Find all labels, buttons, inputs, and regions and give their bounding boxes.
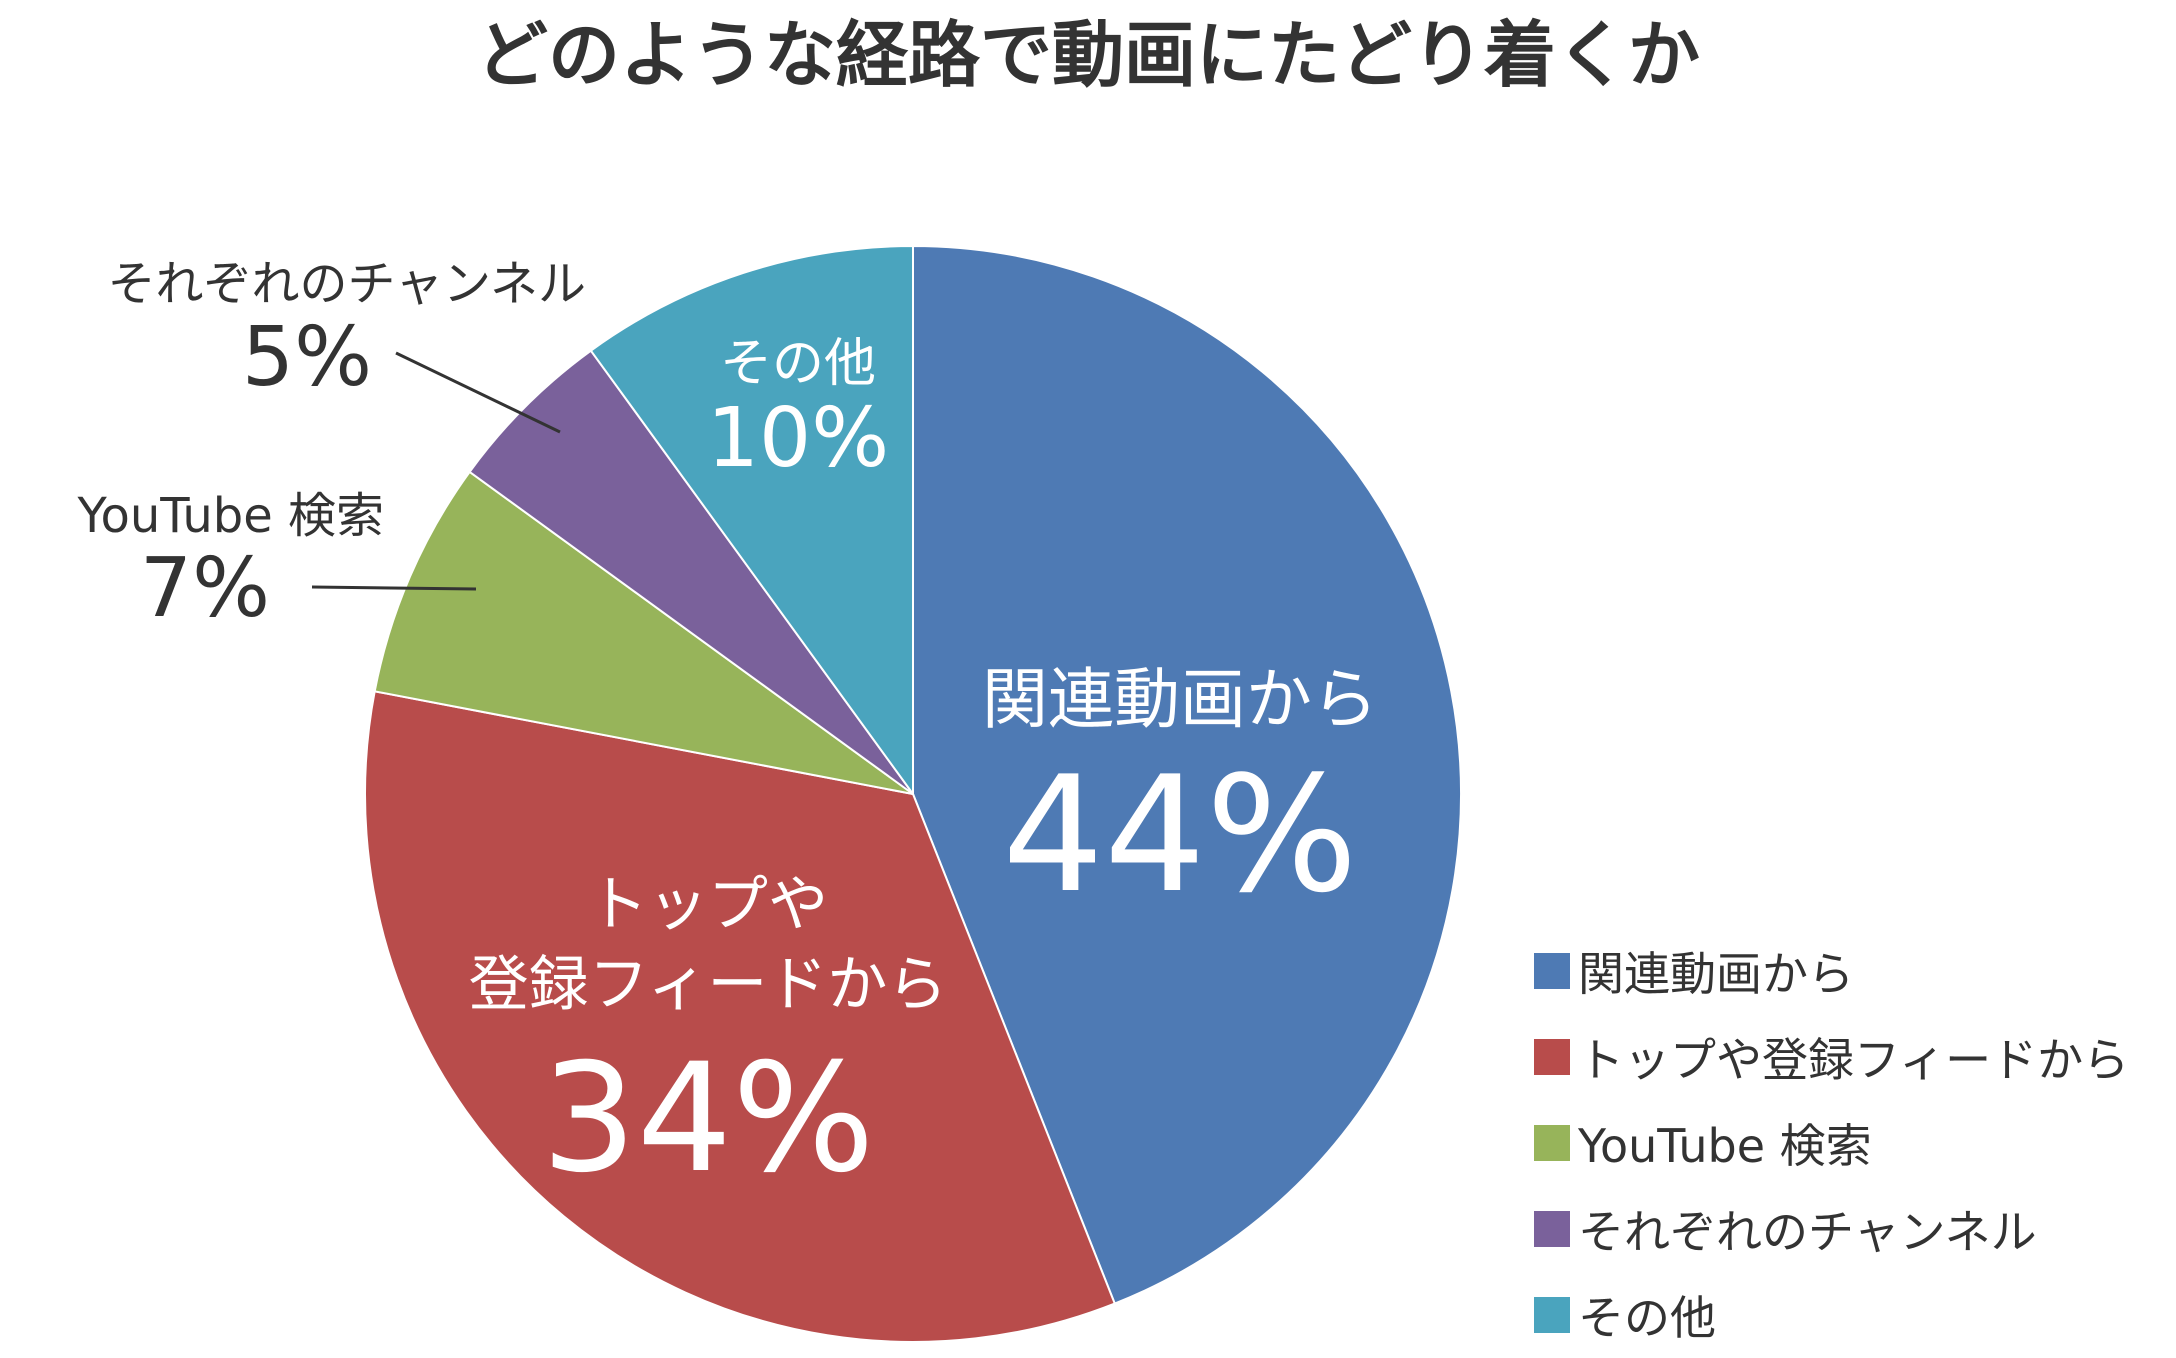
legend-item: その他 xyxy=(1534,1272,2174,1358)
legend-label: それぞれのチャンネル xyxy=(1578,1205,2037,1259)
legend-swatch xyxy=(1534,1211,1570,1247)
legend-swatch xyxy=(1534,953,1570,989)
legend-label: YouTube 検索 xyxy=(1578,1119,1872,1173)
slice-2 xyxy=(364,690,1117,1343)
slice-4-label: それぞれのチャンネル xyxy=(107,256,586,312)
slice-4-leader-line xyxy=(395,351,561,434)
slice-5-label: その他 xyxy=(720,334,876,394)
slice-1-value-label: 44% xyxy=(1002,741,1358,928)
slice-3-label: YouTube 検索 xyxy=(77,488,384,544)
chart-legend: 関連動画からトップや登録フィードから YouTube 検索それぞれのチャンネル その… xyxy=(1534,928,2174,1358)
slice-2-label: トップや xyxy=(588,870,828,940)
legend-item: 関連動画から xyxy=(1534,928,2174,1014)
legend-item: トップや登録フィードから xyxy=(1534,1014,2174,1100)
chart-title: どのような経路で動画にたどり着くか xyxy=(475,13,1700,97)
legend-label: その他 xyxy=(1578,1291,1716,1345)
legend-label: 関連動画から xyxy=(1578,947,1854,1001)
slice-3-value-label: 7% xyxy=(140,541,270,636)
slice-5 xyxy=(589,244,914,798)
slice-3 xyxy=(373,470,914,795)
slice-2-value-label: 34% xyxy=(541,1032,874,1206)
slice-3-leader-line xyxy=(311,585,477,591)
legend-swatch xyxy=(1534,1039,1570,1075)
legend-item: それぞれのチャンネル xyxy=(1534,1186,2174,1272)
slice-4-value-label: 5% xyxy=(242,310,372,405)
slice-4 xyxy=(468,349,914,795)
slice-2-label: 登録フィードから xyxy=(469,950,948,1020)
legend-label: トップや登録フィードから xyxy=(1578,1033,2130,1087)
legend-item: YouTube 検索 xyxy=(1534,1100,2174,1186)
legend-swatch xyxy=(1534,1297,1570,1333)
slice-1-label: 関連動画から xyxy=(982,661,1378,738)
slice-5-value-label: 10% xyxy=(707,391,889,486)
legend-swatch xyxy=(1534,1125,1570,1161)
slice-1 xyxy=(912,244,1462,1305)
